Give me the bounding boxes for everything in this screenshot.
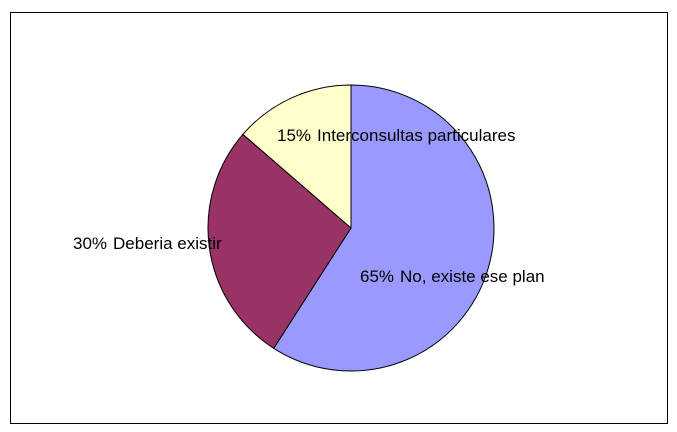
slice-label: 15% Interconsultas particulares: [277, 126, 515, 145]
pie-slice: [207, 133, 352, 349]
slice-label: 65% No, existe ese plan: [360, 267, 545, 286]
pie-slice: [242, 84, 352, 230]
slice-value-label: 15%: [277, 126, 311, 145]
pie-slice: [272, 84, 495, 372]
slice-value-label: 65%: [360, 267, 394, 286]
slice-category-label: Interconsultas particulares: [317, 126, 515, 145]
slice-label: 30% Deberia existir: [73, 234, 222, 253]
slice-category-label: Deberia existir: [113, 234, 222, 253]
slice-category-label: No, existe ese plan: [400, 267, 545, 286]
slice-value-label: 30%: [73, 234, 107, 253]
